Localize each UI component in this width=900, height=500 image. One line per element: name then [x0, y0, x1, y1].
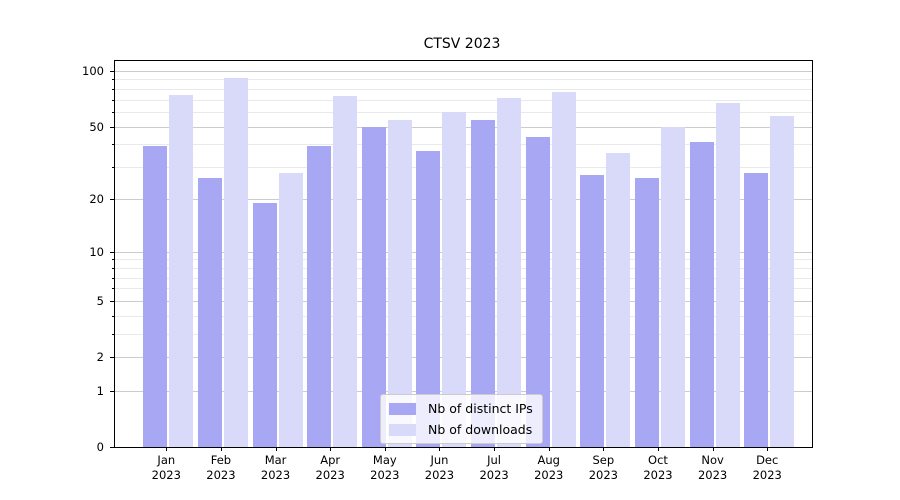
- y-minor-tick-8: [112, 267, 115, 269]
- x-tick-may: [384, 447, 386, 451]
- x-tick-label-jul: Jul 2023: [479, 453, 509, 482]
- gridline-major-100: [115, 70, 812, 72]
- y-tick-label-0: 0: [96, 440, 104, 454]
- bar-downloads-sep: [606, 152, 631, 447]
- x-tick-label-feb: Feb 2023: [206, 453, 236, 482]
- y-tick-label-20: 20: [89, 191, 104, 206]
- y-minor-tick-4: [112, 315, 115, 317]
- y-minor-tick-90: [112, 79, 115, 81]
- bar-ips-sep: [580, 175, 605, 447]
- x-tick-label-oct: Oct 2023: [643, 453, 673, 482]
- x-tick-nov: [712, 447, 714, 451]
- y-tick-label-50: 50: [89, 119, 104, 134]
- bar-downloads-dec: [770, 116, 795, 447]
- bar-ips-oct: [634, 178, 659, 447]
- y-minor-tick-80: [112, 88, 115, 90]
- x-tick-label-sep: Sep 2023: [588, 453, 618, 482]
- x-tick-jul: [494, 447, 496, 451]
- bars-layer: [115, 61, 812, 447]
- y-tick-20: [110, 198, 115, 200]
- y-minor-tick-70: [112, 99, 115, 101]
- bar-ips-apr: [307, 146, 332, 447]
- x-tick-label-may: May 2023: [370, 453, 400, 482]
- y-tick-label-100: 100: [82, 63, 104, 78]
- x-tick-aug: [548, 447, 550, 451]
- x-tick-sep: [603, 447, 605, 451]
- x-tick-label-nov: Nov 2023: [697, 453, 728, 482]
- y-tick-label-5: 5: [96, 293, 104, 308]
- y-tick-2: [110, 357, 115, 359]
- x-tick-jun: [439, 447, 441, 451]
- bar-downloads-mar: [278, 172, 303, 447]
- x-tick-label-apr: Apr 2023: [315, 453, 345, 482]
- y-minor-tick-7: [112, 277, 115, 279]
- y-tick-1: [110, 390, 115, 392]
- y-tick-label-10: 10: [89, 244, 104, 259]
- y-minor-tick-9: [112, 259, 115, 261]
- legend-swatch-downloads: [389, 423, 416, 436]
- bar-downloads-may: [387, 120, 412, 447]
- bar-ips-dec: [744, 172, 769, 447]
- bar-ips-nov: [689, 142, 714, 447]
- x-tick-label-jan: Jan 2023: [151, 453, 181, 482]
- x-tick-jan: [166, 447, 168, 451]
- bar-downloads-jan: [169, 95, 194, 447]
- y-minor-tick-30: [112, 167, 115, 169]
- y-tick-100: [110, 70, 115, 72]
- x-tick-apr: [330, 447, 332, 451]
- bar-downloads-oct: [660, 126, 685, 447]
- bar-downloads-apr: [333, 96, 358, 447]
- bar-ips-jan: [143, 146, 168, 447]
- legend-item-downloads: Nb of downloads: [389, 422, 533, 437]
- y-tick-label-1: 1: [96, 383, 104, 398]
- bar-ips-mar: [252, 202, 277, 447]
- bar-downloads-feb: [223, 78, 248, 447]
- y-tick-0: [110, 447, 115, 448]
- legend-swatch-distinct-ips: [389, 402, 416, 415]
- y-tick-10: [110, 251, 115, 253]
- x-tick-label-jun: Jun 2023: [424, 453, 455, 482]
- y-tick-5: [110, 300, 115, 302]
- y-minor-tick-3: [112, 334, 115, 336]
- bar-downloads-aug: [551, 91, 576, 447]
- plot-area: 0 1 2 5 10 20 50 100 Jan 2023 Feb 2023 Mar 2023 Apr 202…: [82, 60, 813, 482]
- bar-ips-jul: [471, 120, 496, 447]
- x-tick-label-dec: Dec 2023: [752, 453, 782, 482]
- bar-downloads-jun: [442, 111, 467, 447]
- y-minor-tick-40: [112, 144, 115, 146]
- x-tick-feb: [220, 447, 222, 451]
- chart-title: CTSV 2023: [423, 36, 501, 52]
- legend-label-distinct-ips: Nb of distinct IPs: [428, 401, 533, 416]
- y-tick-label-2: 2: [96, 350, 104, 365]
- x-tick-dec: [767, 447, 769, 451]
- bar-ips-may: [361, 126, 386, 447]
- x-tick-label-aug: Aug 2023: [534, 453, 564, 482]
- gridline-minor-90: [115, 79, 812, 81]
- y-minor-tick-6: [112, 288, 115, 290]
- legend: Nb of distinct IPs Nb of downloads: [380, 394, 543, 444]
- x-tick-mar: [275, 447, 277, 451]
- x-tick-oct: [657, 447, 659, 451]
- gridline-minor-70: [115, 99, 812, 101]
- gridline-minor-80: [115, 88, 812, 90]
- y-tick-50: [110, 126, 115, 128]
- axis-ticks-layer: 0 1 2 5 10 20 50 100 Jan 2023 Feb 2023 Mar 2023 Apr 202…: [82, 61, 812, 482]
- bar-ips-feb: [197, 178, 222, 447]
- bar-downloads-jul: [497, 98, 522, 447]
- bar-downloads-nov: [715, 103, 740, 447]
- x-tick-label-mar: Mar 2023: [260, 453, 291, 482]
- legend-label-downloads: Nb of downloads: [428, 422, 533, 437]
- y-minor-tick-60: [112, 111, 115, 113]
- legend-item-distinct-ips: Nb of distinct IPs: [389, 401, 533, 416]
